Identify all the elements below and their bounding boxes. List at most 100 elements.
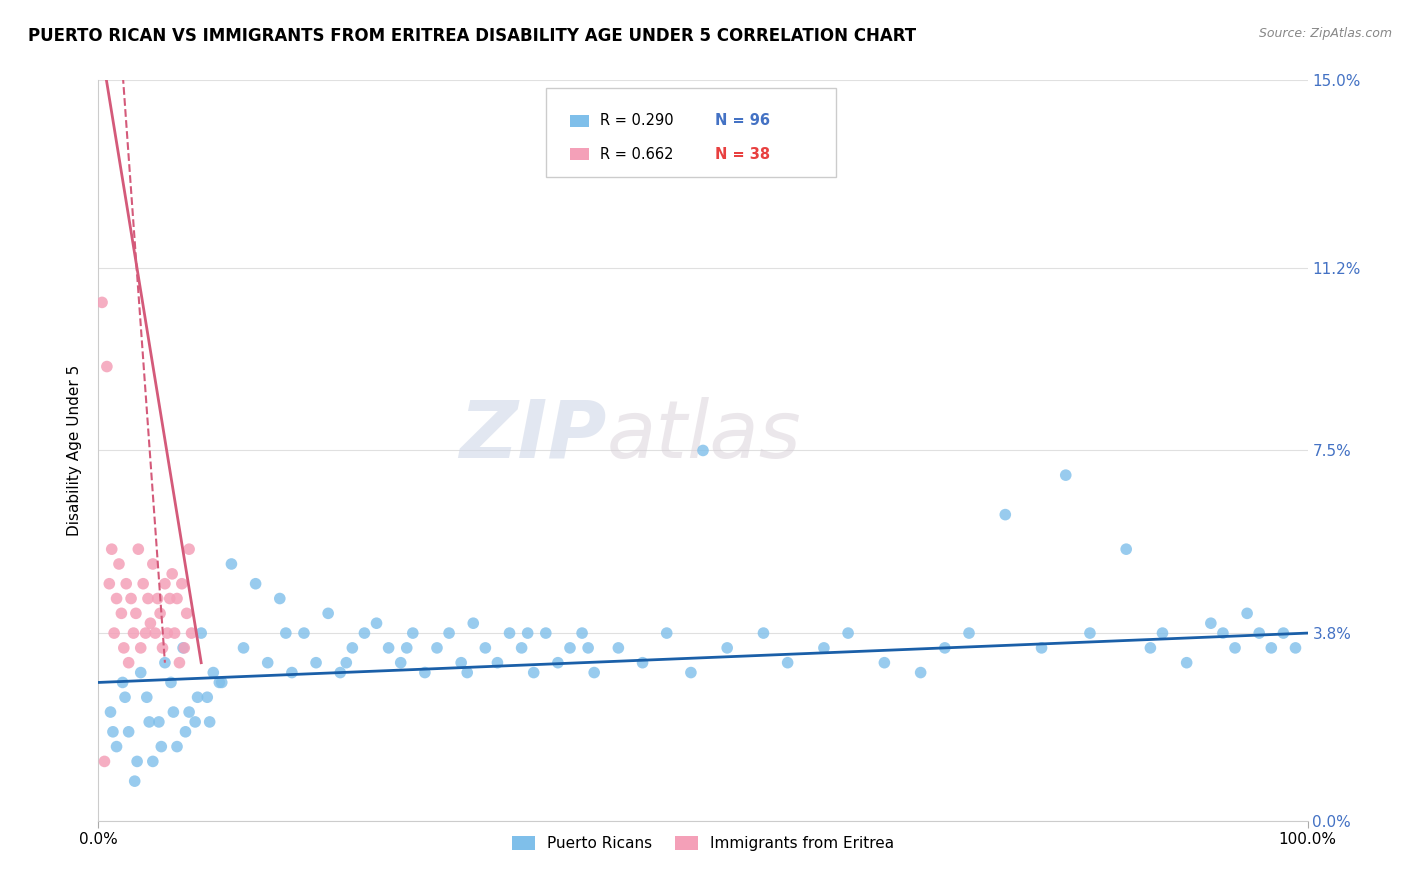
Point <box>607 640 630 655</box>
Point <box>1152 626 1174 640</box>
Point <box>813 640 835 655</box>
Point <box>1260 640 1282 655</box>
Text: N = 38: N = 38 <box>716 147 770 161</box>
Point <box>389 656 412 670</box>
Point <box>752 626 775 640</box>
Point <box>173 640 195 655</box>
Point <box>98 576 121 591</box>
Point <box>486 656 509 670</box>
Point <box>163 626 186 640</box>
Point <box>138 714 160 729</box>
Point <box>1175 656 1198 670</box>
Point <box>166 591 188 606</box>
Point <box>120 591 142 606</box>
Text: PUERTO RICAN VS IMMIGRANTS FROM ERITREA DISABILITY AGE UNDER 5 CORRELATION CHART: PUERTO RICAN VS IMMIGRANTS FROM ERITREA … <box>28 27 917 45</box>
Point <box>142 557 165 571</box>
Point <box>534 626 557 640</box>
Point <box>208 675 231 690</box>
Point <box>190 626 212 640</box>
Point <box>353 626 375 640</box>
Point <box>135 626 157 640</box>
Point <box>143 626 166 640</box>
Point <box>335 656 357 670</box>
Point <box>274 626 297 640</box>
FancyBboxPatch shape <box>546 87 837 177</box>
Legend: Puerto Ricans, Immigrants from Eritrea: Puerto Ricans, Immigrants from Eritrea <box>506 830 900 857</box>
Point <box>160 675 183 690</box>
Point <box>115 576 138 591</box>
Point <box>111 675 134 690</box>
Point <box>101 724 124 739</box>
Point <box>474 640 496 655</box>
Point <box>1031 640 1053 655</box>
Point <box>159 591 181 606</box>
Point <box>179 705 201 719</box>
Point <box>329 665 352 680</box>
Text: Source: ZipAtlas.com: Source: ZipAtlas.com <box>1258 27 1392 40</box>
Point <box>692 443 714 458</box>
Point <box>118 724 141 739</box>
Point <box>655 626 678 640</box>
Point <box>463 616 485 631</box>
Point <box>510 640 533 655</box>
Point <box>631 656 654 670</box>
Point <box>456 665 478 680</box>
Point <box>162 705 184 719</box>
Point <box>516 626 538 640</box>
Point <box>342 640 364 655</box>
Point <box>402 626 425 640</box>
Point <box>135 690 157 705</box>
Point <box>576 640 599 655</box>
Point <box>1249 626 1271 640</box>
Point <box>169 656 191 670</box>
Point <box>395 640 418 655</box>
Point <box>127 755 149 769</box>
Point <box>547 656 569 670</box>
Y-axis label: Disability Age Under 5: Disability Age Under 5 <box>67 365 83 536</box>
Point <box>112 640 135 655</box>
Point <box>1236 607 1258 621</box>
Point <box>1272 626 1295 640</box>
Point <box>96 359 118 374</box>
Point <box>170 576 193 591</box>
Point <box>523 665 546 680</box>
Point <box>124 774 146 789</box>
Point <box>1199 616 1222 631</box>
FancyBboxPatch shape <box>569 148 589 161</box>
Point <box>174 724 197 739</box>
Point <box>232 640 254 655</box>
Point <box>160 566 183 581</box>
Text: ZIP: ZIP <box>458 397 606 475</box>
Point <box>198 714 221 729</box>
Point <box>1054 468 1077 483</box>
Point <box>148 714 170 729</box>
Point <box>558 640 581 655</box>
Point <box>153 656 176 670</box>
Point <box>179 542 201 557</box>
Point <box>114 690 136 705</box>
FancyBboxPatch shape <box>569 115 589 127</box>
Point <box>156 626 179 640</box>
Point <box>426 640 449 655</box>
Point <box>316 607 339 621</box>
Point <box>305 656 328 670</box>
Text: R = 0.662: R = 0.662 <box>600 147 688 161</box>
Point <box>498 626 520 640</box>
Point <box>269 591 291 606</box>
Point <box>91 295 114 310</box>
Point <box>957 626 980 640</box>
Point <box>187 690 209 705</box>
Point <box>873 656 896 670</box>
Point <box>129 665 152 680</box>
Point <box>245 576 267 591</box>
Point <box>776 656 799 670</box>
Point <box>910 665 932 680</box>
Point <box>1284 640 1306 655</box>
Point <box>202 665 225 680</box>
Point <box>129 640 152 655</box>
Point <box>125 607 148 621</box>
Point <box>437 626 460 640</box>
Point <box>1115 542 1137 557</box>
Point <box>1078 626 1101 640</box>
Text: atlas: atlas <box>606 397 801 475</box>
